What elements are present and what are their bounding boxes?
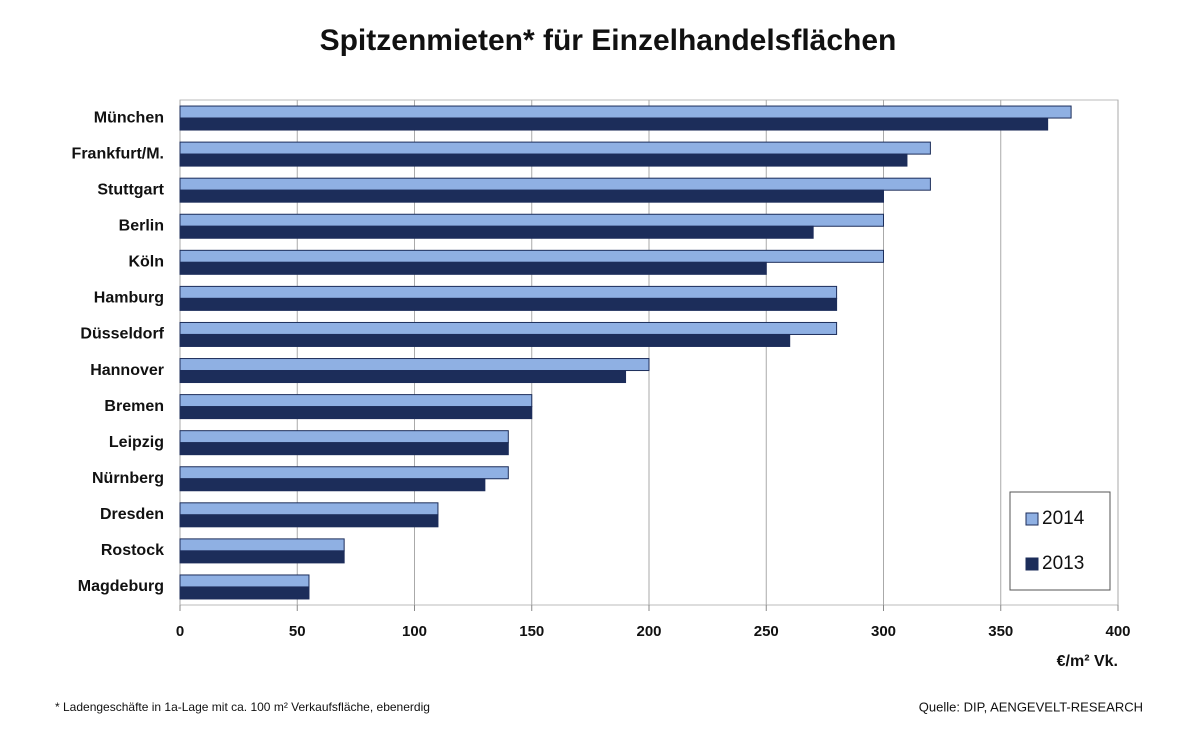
y-tick-label: Dresden (100, 506, 164, 523)
x-tick-label: 200 (636, 623, 661, 640)
legend-swatch (1025, 512, 1039, 526)
bar (179, 225, 814, 239)
y-tick-label: Hannover (90, 362, 164, 379)
bar (179, 466, 509, 480)
bar (179, 213, 884, 227)
bar (179, 586, 310, 600)
x-tick-label: 300 (871, 623, 896, 640)
bar (179, 297, 838, 311)
legend-box (1009, 491, 1111, 591)
y-tick-label: Stuttgart (97, 181, 164, 198)
bar (179, 117, 1049, 131)
bar (179, 502, 439, 516)
y-tick-label: Köln (128, 254, 164, 271)
x-tick-label: 50 (289, 623, 306, 640)
bar (179, 333, 791, 347)
bar (179, 550, 345, 564)
bar (179, 478, 486, 492)
y-tick-label: Düsseldorf (80, 326, 164, 343)
x-tick-label: 150 (519, 623, 544, 640)
y-tick-label: Bremen (104, 398, 164, 415)
y-tick-label: Berlin (119, 217, 164, 234)
bar (179, 153, 908, 167)
bar (179, 261, 767, 275)
bar (179, 406, 533, 420)
bar (179, 249, 884, 263)
bar (179, 285, 838, 299)
y-tick-label: Leipzig (109, 434, 164, 451)
bar (179, 574, 310, 588)
bar (179, 189, 884, 203)
x-tick-label: 250 (754, 623, 779, 640)
bar (179, 430, 509, 444)
x-tick-label: 400 (1105, 623, 1130, 640)
x-tick-label: 100 (402, 623, 427, 640)
x-tick-label: 350 (988, 623, 1013, 640)
bar (179, 105, 1072, 119)
x-tick-label: 0 (176, 623, 184, 640)
y-tick-label: Rostock (101, 542, 164, 559)
y-tick-label: München (94, 109, 164, 126)
footnote: * Ladengeschäfte in 1a-Lage mit ca. 100 … (55, 700, 430, 714)
y-tick-label: Magdeburg (78, 578, 164, 595)
bar (179, 358, 650, 372)
bar (179, 177, 931, 191)
y-tick-label: Nürnberg (92, 470, 164, 487)
y-tick-label: Hamburg (94, 290, 164, 307)
bar (179, 394, 533, 408)
chart-title: Spitzenmieten* für Einzelhandelsflächen (320, 24, 897, 57)
bar (179, 442, 509, 456)
y-tick-label: Frankfurt/M. (72, 145, 164, 162)
source: Quelle: DIP, AENGEVELT-RESEARCH (919, 699, 1143, 714)
bar (179, 514, 439, 528)
bar (179, 538, 345, 552)
legend-label: 2014 (1042, 508, 1085, 529)
bar (179, 321, 838, 335)
bar (179, 370, 627, 384)
legend-swatch (1025, 557, 1039, 571)
legend-label: 2013 (1042, 553, 1084, 574)
x-axis-label: €/m² Vk. (1057, 653, 1118, 670)
bar (179, 141, 931, 155)
